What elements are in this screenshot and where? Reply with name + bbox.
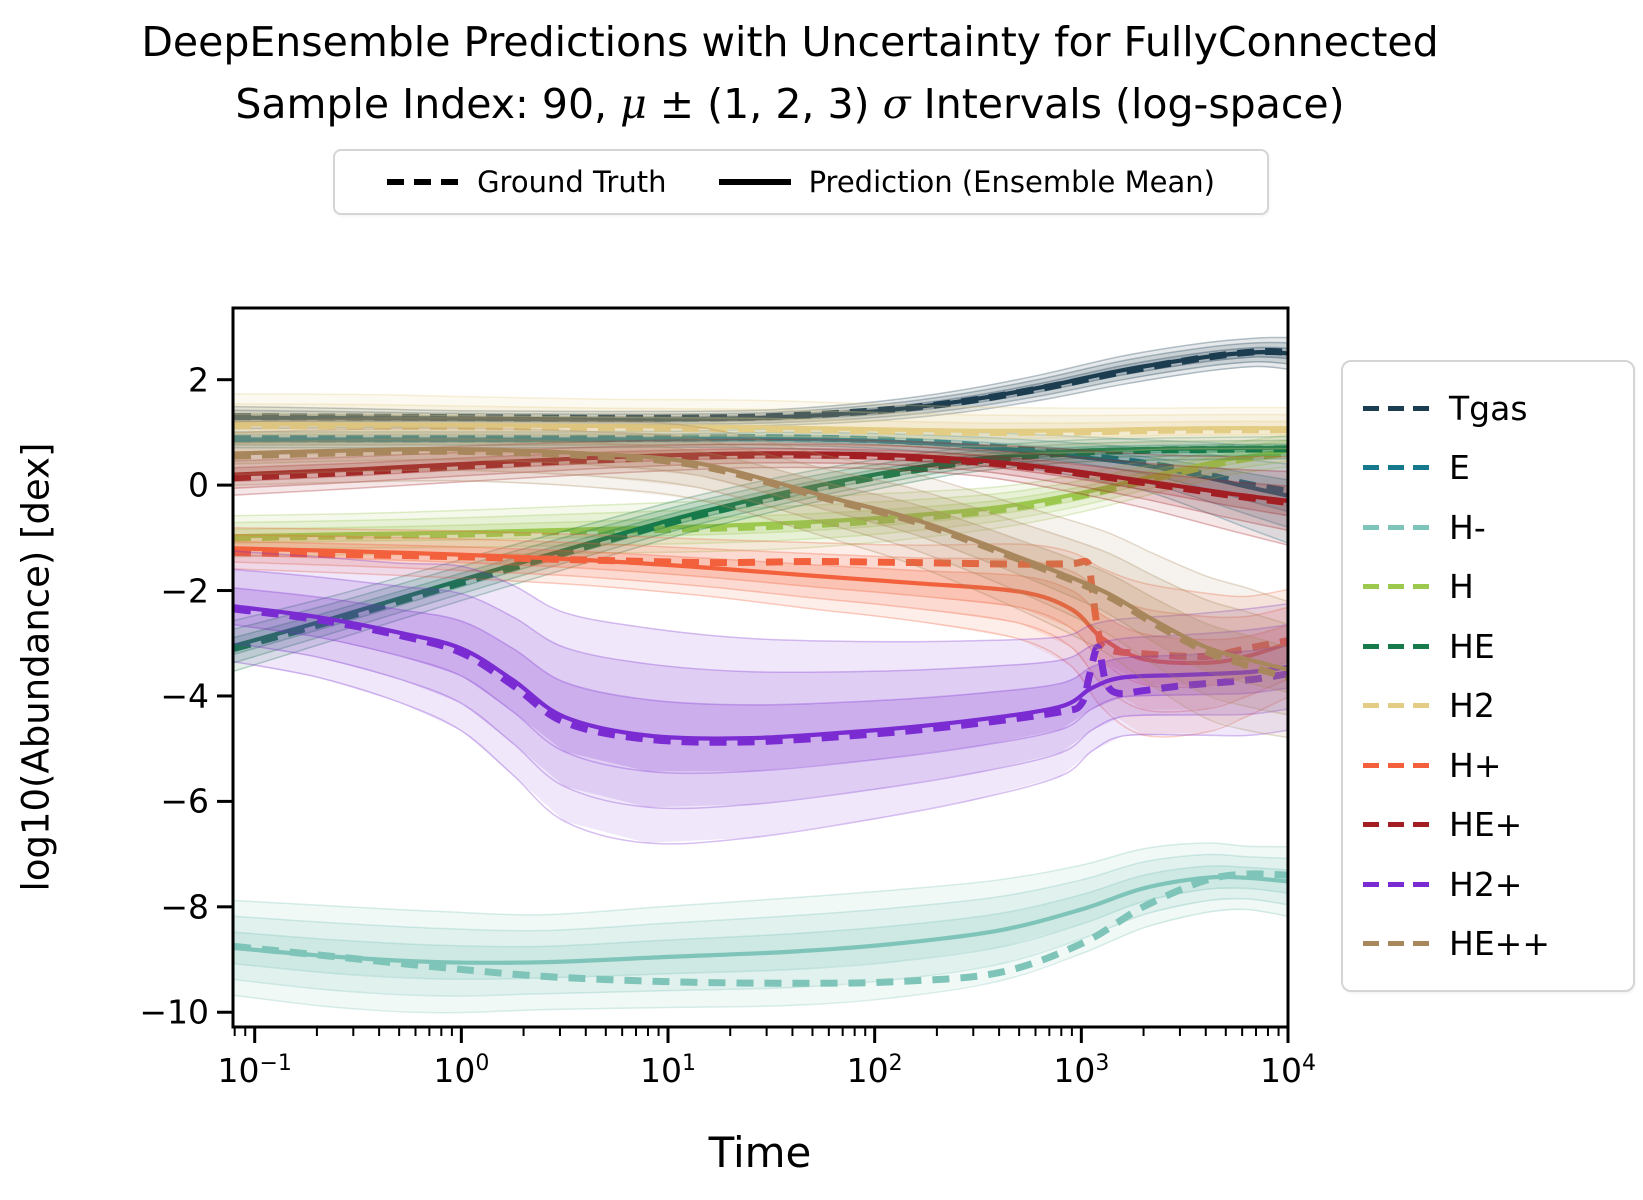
series-color-swatch-icon: [1363, 941, 1429, 947]
x-tick-label: 10−1: [217, 1051, 292, 1090]
prediction-line-H2+: [233, 604, 1288, 741]
dashed-line-sample-icon: [387, 179, 460, 185]
y-tick-label: 0: [188, 465, 209, 505]
band-2sigma-H-: [234, 854, 1288, 996]
series-legend-item-h: H: [1343, 567, 1633, 606]
series-H+: [233, 527, 1288, 738]
series-legend-item-h2p: H2+: [1343, 865, 1633, 904]
y-axis-label: log10(Abundance) [dex]: [14, 442, 58, 892]
series-legend-item-e: E: [1343, 448, 1633, 487]
series-HE+: [233, 438, 1288, 546]
series-legend-item-h2: H2: [1343, 686, 1633, 725]
series-legend-item-hep: HE+: [1343, 805, 1633, 844]
series-legend-item-hm: H-: [1343, 508, 1633, 547]
series-legend-item-he: HE: [1343, 627, 1633, 666]
series-color-swatch-icon: [1363, 881, 1429, 887]
band-3sigma-H2+: [234, 551, 1288, 844]
series-color-swatch-icon: [1363, 465, 1429, 471]
y-tick-label: −2: [160, 571, 209, 611]
band-3sigma-H2: [234, 393, 1288, 455]
prediction-line-HE+: [233, 451, 1288, 504]
prediction-line-HE++: [233, 447, 1288, 672]
x-tick-label: 102: [846, 1051, 903, 1090]
band-2sigma-HE++: [234, 428, 1288, 715]
series-H: [233, 434, 1288, 558]
legend-item-prediction-ensemble-mean-: Prediction (Ensemble Mean): [718, 165, 1215, 199]
series-legend-label: HE+: [1449, 805, 1523, 845]
band-3sigma-H: [234, 435, 1288, 557]
series-color-swatch-icon: [1363, 584, 1429, 590]
band-2sigma-H2+: [234, 569, 1288, 808]
series-legend-label: H2+: [1449, 864, 1523, 904]
x-axis-label: Time: [708, 1128, 812, 1177]
solid-line-sample-icon: [718, 179, 791, 185]
prediction-line-HE: [233, 445, 1288, 648]
series-color-swatch-icon: [1363, 762, 1429, 768]
series-legend-label: HE: [1449, 626, 1495, 666]
band-2sigma-H+: [234, 534, 1288, 710]
series-legend-label: Tgas: [1449, 388, 1528, 428]
series-legend-label: HE++: [1449, 924, 1550, 964]
y-tick-label: −8: [160, 887, 209, 927]
x-tick-label: 104: [1260, 1051, 1316, 1090]
chart-subtitle: Sample Index: 90, μ ± (1, 2, 3) σ Interv…: [235, 80, 1345, 128]
band-1sigma-H+: [234, 541, 1288, 686]
chart-title: DeepEnsemble Predictions with Uncertaint…: [141, 18, 1439, 66]
series-legend-label: H2: [1449, 686, 1495, 726]
ground-truth-line-H2+: [233, 605, 1288, 746]
line-style-legend: Ground Truth Prediction (Ensemble Mean): [333, 149, 1269, 215]
ground-truth-line-H-: [233, 870, 1288, 987]
series-color-swatch-icon: [1363, 643, 1429, 649]
series-H2: [234, 393, 1288, 456]
prediction-line-H+: [233, 546, 1288, 666]
y-tick-label: −4: [160, 676, 209, 716]
band-1sigma-HE++: [234, 438, 1288, 693]
legend-item-label: Ground Truth: [477, 165, 667, 199]
band-1sigma-H2+: [234, 587, 1288, 772]
x-tick-label: 101: [640, 1051, 697, 1090]
series-legend-item-tgas: Tgas: [1343, 389, 1633, 428]
series-color-swatch-icon: [1363, 405, 1429, 411]
series-legend-label: E: [1449, 448, 1470, 488]
series-legend: Tgas E H- H HE H2 H+ HE+ H2+ HE++: [1341, 360, 1635, 992]
band-3sigma-H+: [234, 527, 1288, 735]
series-color-swatch-icon: [1363, 703, 1429, 709]
series-color-swatch-icon: [1363, 822, 1429, 828]
prediction-line-H: [233, 448, 1288, 539]
prediction-line-H2: [234, 421, 1288, 433]
prediction-line-Tgas: [234, 350, 1288, 422]
legend-item-ground-truth: Ground Truth: [387, 165, 666, 199]
prediction-line-H-: [233, 874, 1288, 965]
band-3sigma-HE: [234, 436, 1288, 672]
series-legend-label: H-: [1449, 507, 1486, 547]
x-tick-label: 100: [433, 1051, 490, 1090]
y-tick-label: −10: [139, 992, 209, 1032]
axis-ticks: [217, 378, 1290, 1043]
series-legend-item-hp: H+: [1343, 746, 1633, 785]
x-tick-label: 103: [1053, 1051, 1110, 1090]
legend-item-label: Prediction (Ensemble Mean): [808, 165, 1215, 199]
series-H-: [233, 842, 1288, 1014]
series-legend-label: H+: [1449, 745, 1502, 785]
series-legend-item-hepp: HE++: [1343, 924, 1633, 963]
y-tick-label: 2: [188, 360, 209, 400]
band-2sigma-H: [234, 440, 1288, 550]
y-tick-label: −6: [160, 781, 209, 821]
axes-spines: [231, 306, 1290, 1029]
band-1sigma-H-: [234, 865, 1288, 980]
series-legend-label: H: [1449, 567, 1474, 607]
series-HE++: [233, 416, 1288, 739]
series-layer: [233, 336, 1288, 1014]
series-H2+: [233, 550, 1288, 845]
series-color-swatch-icon: [1363, 524, 1429, 530]
